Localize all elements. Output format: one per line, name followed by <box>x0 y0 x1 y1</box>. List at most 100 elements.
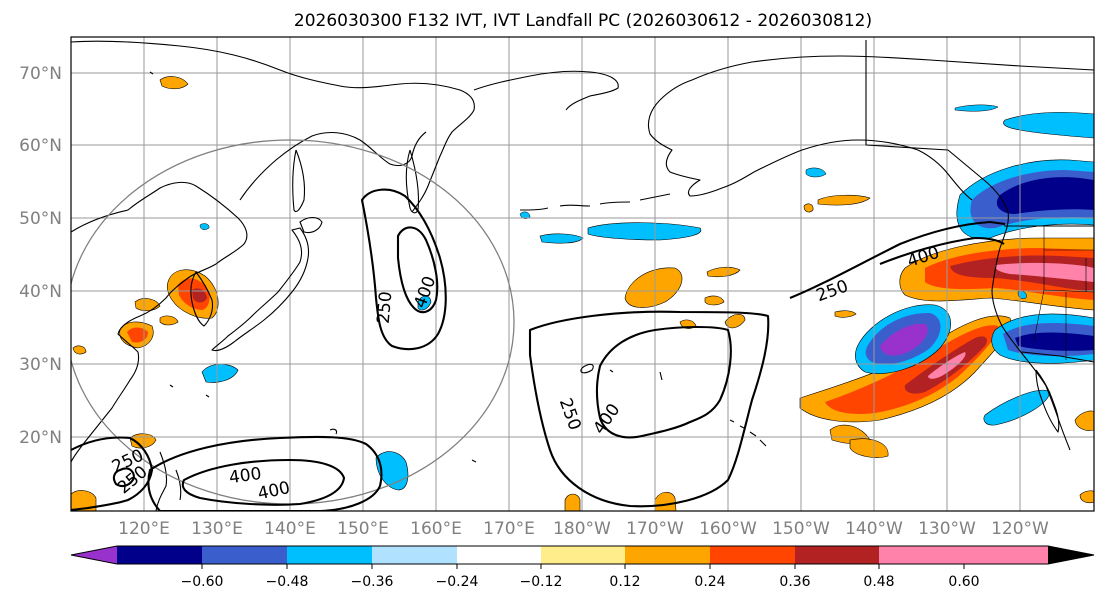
colorbar-tick-label-6: 0.12 <box>609 574 640 590</box>
pc-positive-midpac-1 <box>624 267 683 308</box>
lat-label-30: 30°N <box>19 355 62 375</box>
ivt-contours <box>71 188 1006 511</box>
latitude-labels: 70°N 60°N 50°N 40°N 30°N 20°N <box>19 64 62 448</box>
coast-hokkaido <box>299 216 323 234</box>
pc-positive-china-3 <box>159 315 179 326</box>
colorbar-segment-6 <box>541 546 625 564</box>
contour-sw-250b <box>112 467 136 488</box>
coast-korea <box>190 271 214 327</box>
pc-negative-small-b <box>519 211 531 219</box>
coast-asia-mainland <box>71 181 248 463</box>
colorbar-segments <box>71 546 1094 564</box>
coast-baja <box>1035 369 1060 433</box>
pc-positive-korea-inner <box>192 288 207 303</box>
pc-positive-midpac-6 <box>817 194 871 206</box>
pc-positive-kamchatka <box>159 76 189 90</box>
coast-chukotka <box>473 70 619 111</box>
colorbar-tick-label-4: −0.24 <box>436 574 479 590</box>
pc-positive-china-1-core <box>127 327 148 343</box>
pc-negative-midpac <box>587 222 702 241</box>
gridlines <box>71 37 1094 511</box>
map-frame <box>70 36 1095 512</box>
shaded-pc-areas <box>71 76 1094 511</box>
pc-positive-midpac-4 <box>724 313 746 329</box>
coast-north-america <box>947 149 1071 451</box>
lon-label-140w: 140°W <box>845 519 903 539</box>
pc-positive-south-5 <box>1079 490 1094 504</box>
contour-sw-250 <box>71 436 154 511</box>
colorbar-tick-label-5: −0.12 <box>520 574 563 590</box>
coast-alaska <box>659 55 1094 101</box>
pc-positive-midpac-8 <box>803 203 814 213</box>
pc-negative-small-c <box>805 167 827 178</box>
figure-title: 2026030300 F132 IVT, IVT Landfall PC (20… <box>294 11 872 31</box>
lon-label-170w: 170°W <box>626 519 684 539</box>
colorbar-segment-3 <box>287 546 372 564</box>
lat-label-50: 50°N <box>19 209 62 229</box>
contour-label-south-400a: 400 <box>228 464 263 488</box>
pc-positive-band-diagonal-core <box>825 325 998 414</box>
lon-label-180w: 180°W <box>553 519 611 539</box>
colorbar-extend-max <box>1048 546 1094 564</box>
coast-islands <box>149 71 663 463</box>
pc-negative-alaska <box>1003 112 1094 139</box>
contour-pacific-400 <box>595 325 732 439</box>
coast-kamchatka <box>405 149 420 214</box>
border-alaska-canada <box>865 40 949 151</box>
colorbar-tick-label-7: 0.24 <box>694 574 725 590</box>
contour-pacific-250 <box>528 310 770 508</box>
pc-negative-north-peak <box>996 177 1094 214</box>
contour-westcoast-250 <box>789 220 1006 299</box>
pc-negative-alaska-small <box>954 104 999 112</box>
colorbar-outline <box>70 545 1095 565</box>
lon-label-130e: 130°E <box>191 519 243 539</box>
lon-label-150w: 150°W <box>772 519 830 539</box>
pc-negative-small-a <box>199 223 210 230</box>
lat-label-40: 40°N <box>19 282 62 302</box>
coast-hawaii <box>729 419 767 447</box>
colorbar: −0.60 −0.48 −0.36 −0.24 −0.12 0.12 0.24 … <box>70 545 1095 590</box>
colorbar-tick-label-3: −0.36 <box>351 574 394 590</box>
coast-aleutians <box>519 193 671 211</box>
colorbar-segment-2 <box>202 546 287 564</box>
colorbar-tick-label-2: −0.48 <box>266 574 309 590</box>
coast-alaska-west <box>647 99 973 201</box>
contour-south-400-inner <box>181 458 346 506</box>
pc-positive-sw-1 <box>71 490 97 511</box>
lon-label-130w: 130°W <box>918 519 976 539</box>
contour-japan-250 <box>360 188 447 351</box>
pc-negative-kuril <box>417 295 432 311</box>
colorbar-tick-label-10: 0.60 <box>948 574 979 590</box>
lon-label-150e: 150°E <box>337 519 389 539</box>
lon-label-160w: 160°W <box>699 519 757 539</box>
colorbar-ticks <box>201 564 965 569</box>
pc-positive-sw-2 <box>72 345 87 355</box>
colorbar-segment-9 <box>795 546 879 564</box>
colorbar-segment-10 <box>879 546 964 564</box>
pc-positive-midpac-7 <box>834 310 857 318</box>
lat-label-60: 60°N <box>19 136 62 156</box>
pc-positive-south-3 <box>564 493 581 511</box>
contour-japan-400 <box>396 226 439 314</box>
colorbar-segment-4 <box>372 546 457 564</box>
coast-russia-north <box>71 40 475 213</box>
contour-westcoast-400 <box>879 236 1005 265</box>
colorbar-segment-7 <box>625 546 710 564</box>
colorbar-extend-min <box>71 546 117 564</box>
lon-label-170e: 170°E <box>483 519 535 539</box>
coast-japan <box>211 227 310 352</box>
map-panel: 250 400 250 400 250 400 250 250 400 400 <box>71 37 1094 511</box>
contour-label-japan-250: 250 <box>374 291 397 325</box>
colorbar-tick-labels: −0.60 −0.48 −0.36 −0.24 −0.12 0.12 0.24 … <box>181 574 980 590</box>
colorbar-segment-5 <box>457 546 541 564</box>
pc-positive-china-2 <box>134 298 161 312</box>
pc-positive-south-6 <box>1074 410 1094 431</box>
coastlines <box>71 40 1094 511</box>
pc-positive-midpac-3 <box>704 295 725 306</box>
coast-sakhalin <box>292 149 306 213</box>
colorbar-segment-8 <box>710 546 795 564</box>
border-us-mexico <box>1021 351 1094 363</box>
lon-label-160e: 160°E <box>410 519 462 539</box>
lon-label-140e: 140°E <box>264 519 316 539</box>
